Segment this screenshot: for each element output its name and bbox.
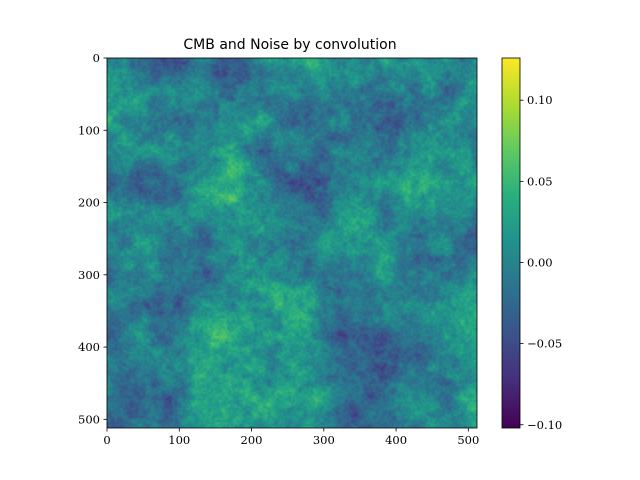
colorbar-tick-label: −0.10 [527, 418, 562, 432]
y-tick-label: 500 [78, 412, 100, 426]
x-tick-label: 400 [385, 433, 407, 447]
x-axis: 0 100 200 300 400 500 [103, 428, 479, 447]
heatmap-image-holder [107, 58, 477, 428]
x-tick-label: 500 [457, 433, 479, 447]
y-tick-label: 100 [78, 123, 100, 137]
x-tick-label: 300 [313, 433, 335, 447]
heatmap-plot: 0 100 200 300 400 500 0 100 200 300 400 500 [78, 51, 479, 447]
y-tick-label: 200 [78, 196, 100, 210]
colorbar: 0.10 0.05 0.00 −0.05 −0.10 [501, 57, 562, 432]
colorbar-gradient [502, 58, 520, 428]
colorbar-ticks: 0.10 0.05 0.00 −0.05 −0.10 [520, 93, 562, 432]
heatmap-image [107, 58, 477, 428]
x-tick-label: 100 [168, 433, 190, 447]
y-tick-label: 0 [93, 51, 100, 65]
y-axis: 0 100 200 300 400 500 [78, 51, 107, 426]
colorbar-frame [501, 57, 521, 429]
chart-title: CMB and Noise by convolution [183, 37, 396, 53]
y-tick-label: 400 [78, 340, 100, 354]
colorbar-tick-label: 0.00 [527, 255, 553, 269]
y-tick-label: 300 [78, 268, 100, 282]
colorbar-tick-label: 0.05 [527, 174, 553, 188]
colorbar-tick-label: −0.05 [527, 337, 562, 351]
plot-frame [106, 57, 478, 429]
colorbar-tick-label: 0.10 [527, 93, 553, 107]
x-tick-label: 0 [103, 433, 110, 447]
x-tick-label: 200 [241, 433, 263, 447]
